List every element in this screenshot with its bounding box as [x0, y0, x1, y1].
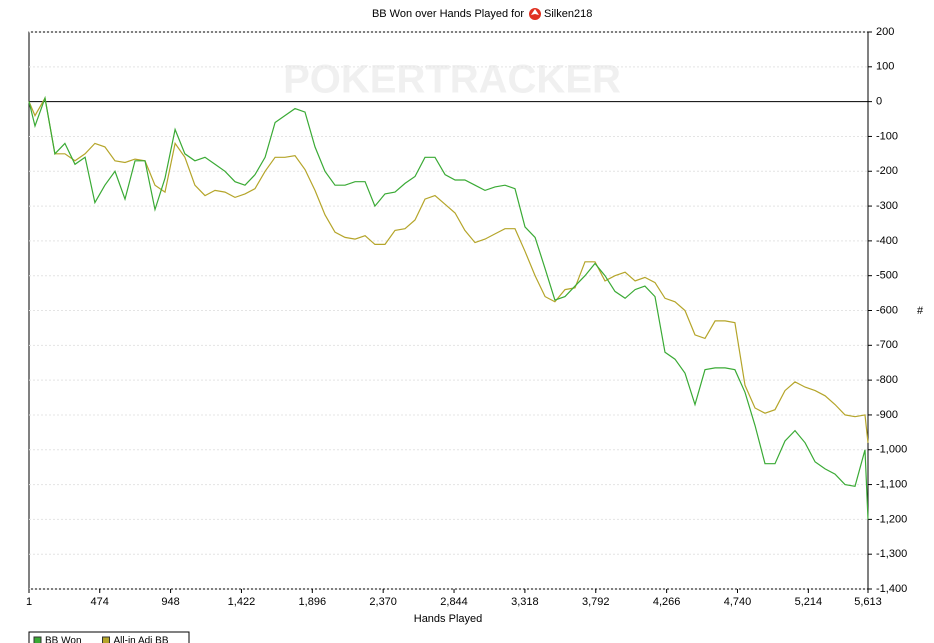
- x-axis-label: Hands Played: [414, 613, 483, 625]
- x-tick-label: 4,266: [653, 596, 681, 608]
- y-tick-label: -100: [876, 130, 898, 142]
- player-name: Silken218: [544, 8, 592, 20]
- legend-swatch: [33, 636, 42, 643]
- y-tick-label: -700: [876, 339, 898, 351]
- y-tick-label: -600: [876, 304, 898, 316]
- y-tick-label: -1,200: [876, 513, 907, 525]
- chart-title: BB Won over Hands Played for: [372, 8, 524, 20]
- y-tick-label: -300: [876, 200, 898, 212]
- legend-label: All-in Adj BB: [114, 636, 169, 643]
- player-icon: [529, 8, 541, 20]
- y-tick-label: 100: [876, 61, 894, 73]
- x-tick-label: 1,896: [299, 596, 327, 608]
- x-tick-label: 3,318: [511, 596, 539, 608]
- x-tick-label: 3,792: [582, 596, 610, 608]
- y-tick-label: 200: [876, 26, 894, 38]
- x-tick-label: 1: [26, 596, 32, 608]
- y-tick-label: -500: [876, 270, 898, 282]
- y-axis-label: #: [917, 305, 924, 317]
- x-tick-label: 5,214: [795, 596, 823, 608]
- y-tick-label: -900: [876, 409, 898, 421]
- watermark: POKERTRACKER: [283, 58, 621, 102]
- x-tick-label: 2,844: [440, 596, 468, 608]
- y-tick-label: -1,400: [876, 583, 907, 595]
- y-tick-label: -200: [876, 165, 898, 177]
- y-tick-label: -1,000: [876, 444, 907, 456]
- x-tick-label: 5,613: [854, 596, 882, 608]
- y-tick-label: -400: [876, 235, 898, 247]
- y-tick-label: -800: [876, 374, 898, 386]
- series-line: [28, 96, 869, 443]
- plot-area: [28, 31, 869, 590]
- y-tick-label: 0: [876, 96, 882, 108]
- y-tick-label: -1,300: [876, 548, 907, 560]
- y-tick-label: -1,100: [876, 478, 907, 490]
- x-tick-label: 1,422: [228, 596, 256, 608]
- legend-label: BB Won: [45, 636, 82, 643]
- x-tick-label: 4,740: [724, 596, 752, 608]
- legend-swatch: [102, 636, 110, 643]
- x-tick-label: 474: [91, 596, 109, 608]
- series-line: [28, 95, 869, 520]
- x-tick-label: 2,370: [369, 596, 397, 608]
- x-tick-label: 948: [161, 596, 179, 608]
